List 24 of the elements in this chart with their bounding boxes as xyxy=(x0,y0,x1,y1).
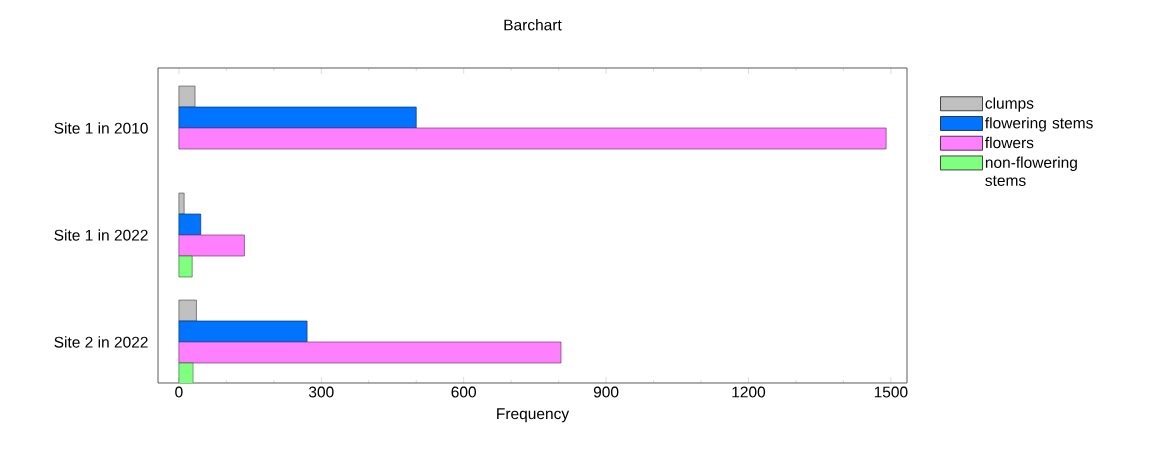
legend-label: non-flowering stems xyxy=(985,156,1077,186)
bar xyxy=(178,341,562,364)
x-tick-label: 600 xyxy=(451,386,476,398)
bar xyxy=(178,106,417,129)
bar xyxy=(178,234,245,257)
bar xyxy=(178,320,308,343)
y-tick-label: Site 2 in 2022 xyxy=(54,336,148,348)
x-axis-title: Frequency xyxy=(497,408,570,423)
legend-label: clumps xyxy=(985,97,1034,112)
bar xyxy=(178,85,196,108)
x-tick-label: 300 xyxy=(308,386,334,398)
bar xyxy=(178,192,185,215)
bar xyxy=(178,127,887,150)
y-tick-label: Site 1 in 2010 xyxy=(54,122,148,134)
legend-label: flowering stems xyxy=(985,117,1093,132)
x-tick-label: 0 xyxy=(175,386,183,398)
x-tick-label: 1500 xyxy=(874,386,908,398)
bar xyxy=(178,299,197,322)
x-tick-label: 1200 xyxy=(732,386,766,398)
legend-label: flowers xyxy=(985,136,1034,149)
chart-title: Barchart xyxy=(504,19,562,31)
bar xyxy=(178,213,202,236)
x-tick-label: 900 xyxy=(593,386,619,398)
y-tick-label: Site 1 in 2022 xyxy=(54,229,148,241)
